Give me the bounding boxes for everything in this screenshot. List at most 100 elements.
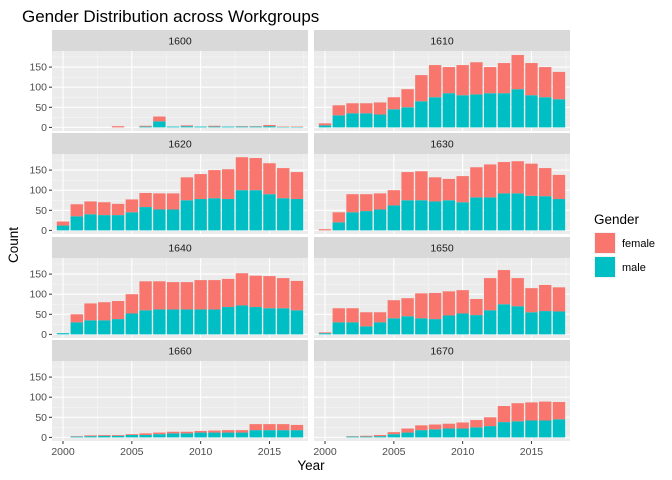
panel-1610-bar-female-2000 [318,123,332,126]
panel-1610-bar-female-2016 [539,67,552,98]
panel-1600-bar-male-2009 [180,126,194,128]
panel-1620-bar-female-2006 [139,192,152,208]
panel-1670-bar-female-2016 [539,401,552,421]
panel-1640-bar-female-2001 [70,314,83,323]
panel-1670-bar-male-2004 [373,436,387,438]
panel-1670-bar-male-2016 [539,420,552,438]
panel-1630-bar-female-2015 [525,163,538,196]
panel-1650-bar-female-2009 [442,291,456,316]
panel-1670-bar-male-2017 [552,419,566,438]
panel-1600-bar-male-2011 [208,126,221,128]
panel-1650-bar-male-2002 [346,322,359,335]
panel-1640-strip-label: 1640 [168,243,192,255]
panel-1670-bar-female-2014 [511,403,524,422]
panel-1600-bar-male-2014 [249,126,262,128]
panel-1610-bar-male-2003 [360,113,373,128]
panel-1600-bar-male-2013 [235,126,249,128]
panel-1660-bar-male-2013 [235,432,249,438]
panel-1630-bar-female-2012 [483,164,497,198]
panel-1650-bar-male-2004 [373,322,387,335]
panel-1650-bar-male-2003 [360,326,373,335]
panel-1640-bar-male-2008 [166,309,180,335]
panel-1620-bar-female-2009 [180,177,194,201]
panel-1610-bar-male-2010 [456,95,469,128]
panel-1640-bar-female-2012 [221,278,235,308]
panel-1660-bar-female-2003 [98,434,111,436]
panel-1650-bar-female-2015 [525,288,538,313]
panel-1640-bar-female-2010 [194,280,207,310]
panel-1610-bar-female-2003 [360,103,373,114]
panel-1610-strip [314,30,570,51]
panel-1640-bar-male-2003 [98,320,111,335]
panel-1610-bar-male-2017 [552,99,566,128]
panel-1640-bar-male-2005 [125,313,139,335]
panel-1630-bar-female-2017 [552,174,566,200]
panel-1640-y-tick-label: 100 [29,289,47,301]
panel-1620-bar-female-2011 [208,170,221,199]
panel-1640-bar-female-2009 [180,282,194,310]
panel-1660-bar-male-2017 [290,430,304,438]
panel-1630-bar-male-2015 [525,195,538,231]
panel-1600-strip [52,30,308,51]
panel-1650-bar-female-2003 [360,312,373,327]
panel-1670-bar-male-2012 [483,426,497,438]
panel-1630-bar-female-2016 [539,168,552,197]
panel-1640-bar-female-2017 [290,280,304,311]
panel-1670-bar-female-2010 [456,422,469,429]
panel-1600-y-tick-label: 0 [41,122,47,134]
panel-1630-bar-female-2000 [318,229,332,231]
panel-1670-bar-female-2008 [428,424,442,430]
panel-1640-bar-female-2007 [153,281,166,310]
panel-1620-bar-male-2013 [235,190,249,231]
panel-1650-bar-female-2005 [387,300,401,319]
panel-1620-bar-male-2002 [84,214,97,231]
panel-1600-bar-male-2008 [166,126,180,128]
panel-1670-bar-female-2017 [552,402,566,420]
panel-1620-bar-female-2002 [84,201,97,215]
legend-title: Gender [594,212,640,227]
panel-1630-bar-male-2002 [346,212,359,231]
panel-1650-bar-female-2010 [456,290,469,314]
panel-1650-bar-male-2007 [415,318,428,335]
panel-1610-bar-male-2008 [428,97,442,128]
panel-1660-bar-male-2005 [125,434,139,438]
panel-1610-bar-female-2010 [456,65,469,96]
panel-1650-bar-male-2000 [318,333,332,335]
panel-1620-bar-male-2017 [290,199,304,231]
panel-1650-bar-male-2008 [428,319,442,335]
panel-1670-bar-male-2015 [525,420,538,438]
panel-1670-bar-male-2005 [387,434,401,438]
panel-1630-bar-male-2013 [497,193,511,231]
panel-1620-bar-male-2000 [56,225,70,231]
panel-1660-bar-male-2002 [84,436,97,438]
panel-1660-bar-male-2012 [221,432,235,438]
panel-1610-bar-female-2013 [497,63,511,94]
panel-1660-x-tick-label: 2010 [189,446,213,458]
panel-1640-bar-female-2011 [208,280,221,310]
panel-1660-y-tick-label: 100 [29,392,47,404]
panel-1670-bar-male-2007 [415,430,428,438]
panel-1620-strip [52,133,308,154]
panel-1670-bar-male-2006 [401,432,414,438]
panel-1640-bar-female-2008 [166,282,180,310]
panel-1630-bar-male-2011 [470,197,483,231]
panel-1660-x-tick-label: 2015 [258,446,282,458]
panel-1650-bar-female-2000 [318,332,332,334]
panel-1640-bar-female-2005 [125,294,139,314]
panel-1620-bar-female-2013 [235,157,249,191]
panel-1660-bar-male-2004 [111,435,125,438]
panel-1610-bar-female-2017 [552,71,566,100]
panel-1670-bar-female-2005 [387,432,401,435]
panel-1630-bar-female-2008 [428,177,442,202]
panel-1630-bar-male-2016 [539,196,552,231]
panel-1640-bar-male-2000 [56,333,70,335]
panel-1630-bar-male-2006 [401,200,414,231]
panel-1600-bar-male-2006 [139,126,152,128]
panel-1620-bar-female-2010 [194,174,207,200]
panel-1630-bar-female-2005 [387,190,401,206]
panel-1610-bar-female-2011 [470,62,483,95]
panel-1670-bar-female-2004 [373,434,387,437]
panel-1630-bar-male-2012 [483,197,497,231]
panel-1650-bar-female-2017 [552,287,566,312]
panel-1610-bar-female-2009 [442,67,456,94]
